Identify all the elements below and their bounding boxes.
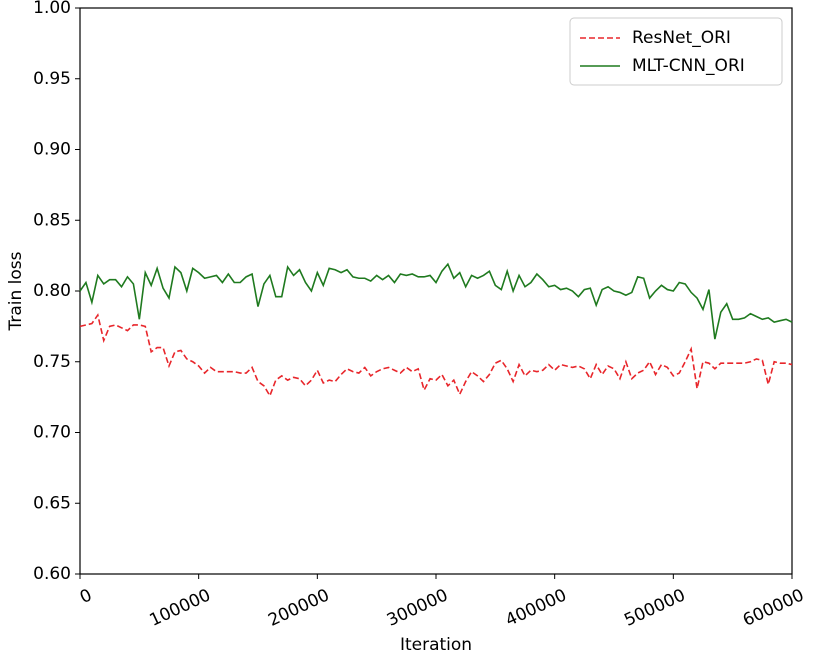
legend-box	[569, 17, 783, 86]
x-tick-label: 200000	[265, 585, 332, 631]
y-tick-label: 0.80	[33, 281, 71, 301]
x-tick-label: 500000	[621, 585, 688, 631]
x-axis-label: Iteration	[400, 635, 472, 655]
data-line	[79, 262, 793, 340]
legend-label: ResNet_ORI	[632, 28, 731, 48]
x-tick-label: 600000	[740, 585, 807, 631]
legend-label: MLT-CNN_ORI	[632, 56, 745, 76]
y-tick-label: 0.90	[33, 140, 71, 160]
data-line	[79, 313, 793, 398]
y-tick-label: 0.95	[33, 69, 71, 89]
y-tick-label: 0.60	[33, 564, 71, 584]
x-tick-label: 400000	[503, 585, 570, 631]
y-tick-label: 0.75	[33, 352, 71, 372]
y-tick-label: 0.70	[33, 423, 71, 443]
x-tick-label: 0	[77, 585, 95, 608]
x-tick-label: 300000	[384, 585, 451, 631]
y-tick-label: 0.65	[33, 493, 71, 513]
y-tick-label: 0.85	[33, 210, 71, 230]
y-tick-label: 1.00	[33, 0, 71, 18]
x-tick-label: 100000	[147, 585, 214, 631]
y-axis-label: Train loss	[6, 251, 26, 331]
